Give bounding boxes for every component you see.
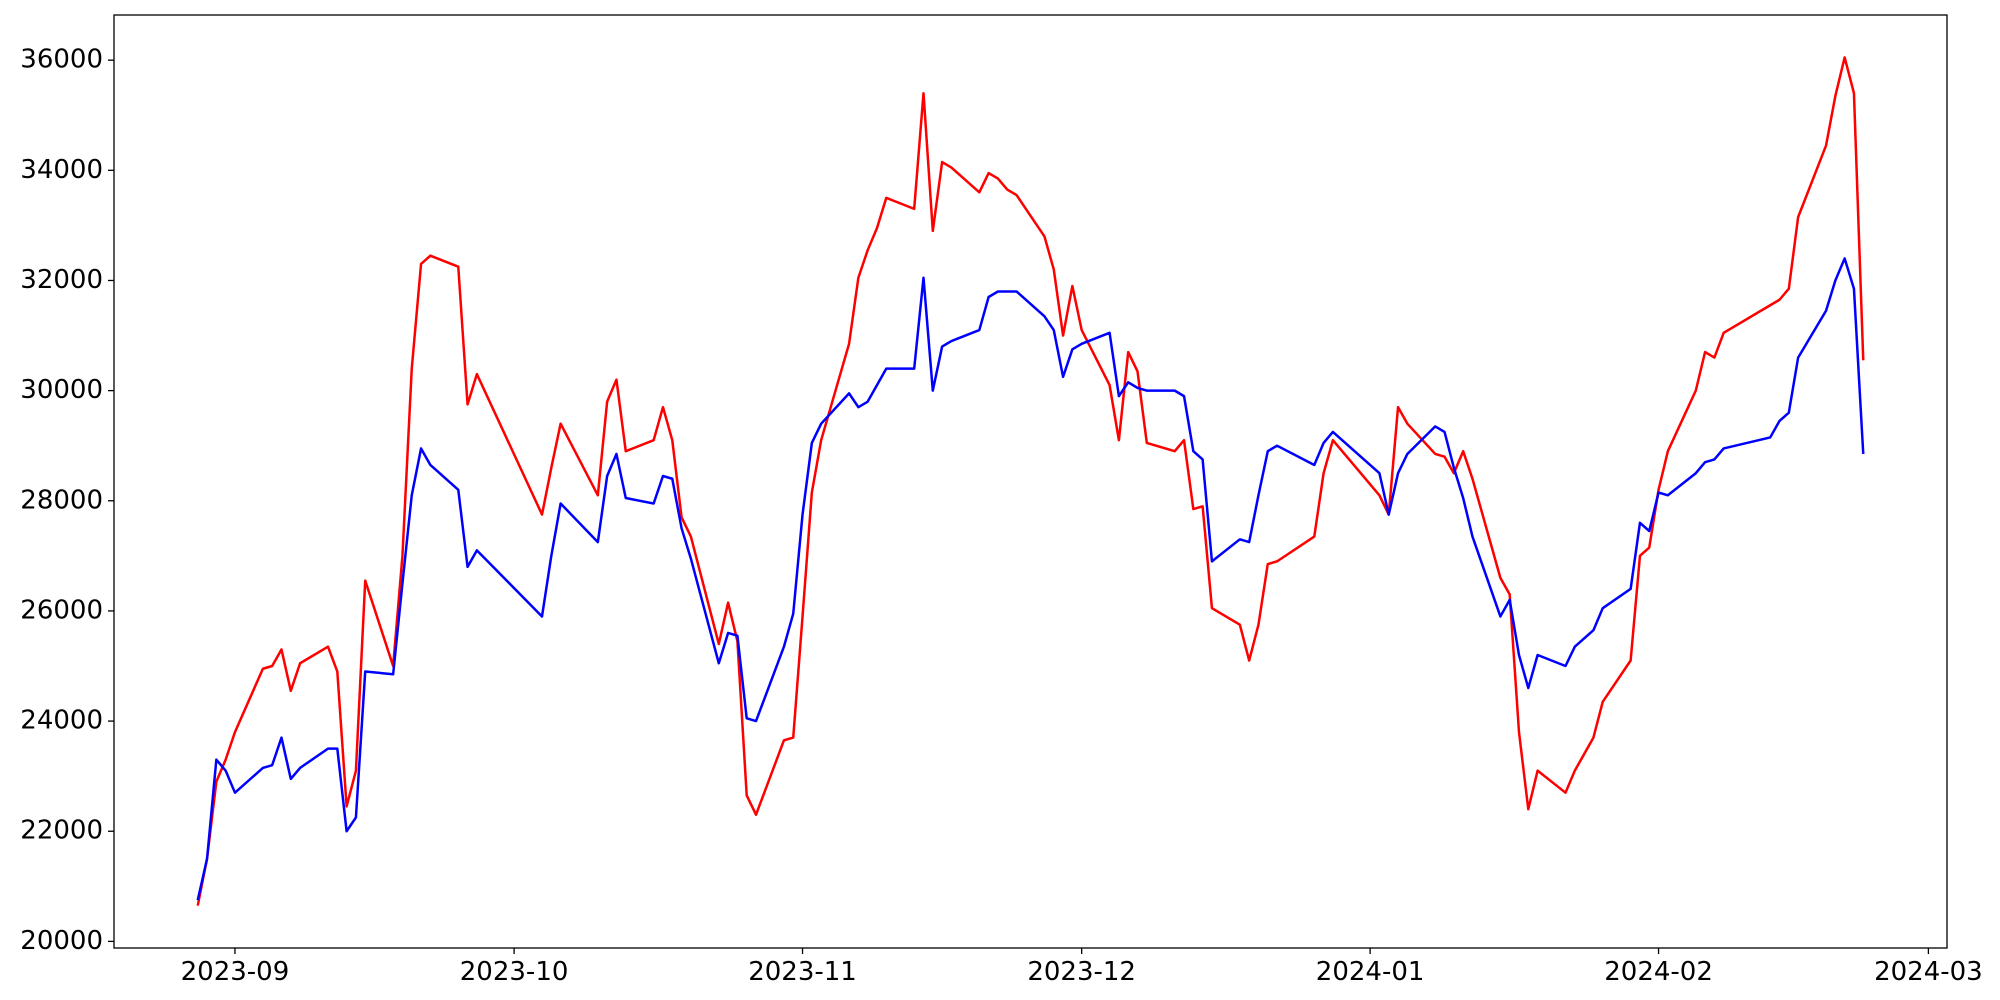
- plot-frame: [113, 14, 1948, 949]
- y-tick-label: 32000: [20, 265, 103, 295]
- x-tick-label: 2023-09: [181, 957, 290, 987]
- x-tick-label: 2024-01: [1316, 957, 1425, 987]
- x-tick-label: 2024-02: [1604, 957, 1713, 987]
- y-tick-label: 28000: [20, 485, 103, 515]
- y-tick-label: 22000: [20, 816, 103, 846]
- series-line: [196, 56, 1865, 906]
- x-tick-label: 2023-11: [748, 957, 857, 987]
- y-tick-label: 20000: [20, 926, 103, 956]
- y-tick-label: 26000: [20, 595, 103, 625]
- series-line: [196, 257, 1865, 901]
- y-tick-label: 34000: [20, 155, 103, 185]
- x-tick-label: 2024-03: [1874, 957, 1983, 987]
- x-tick-label: 2023-10: [460, 957, 569, 987]
- y-tick-label: 24000: [20, 706, 103, 736]
- y-tick-label: 36000: [20, 45, 103, 75]
- x-tick-label: 2023-12: [1027, 957, 1136, 987]
- y-tick-label: 30000: [20, 375, 103, 405]
